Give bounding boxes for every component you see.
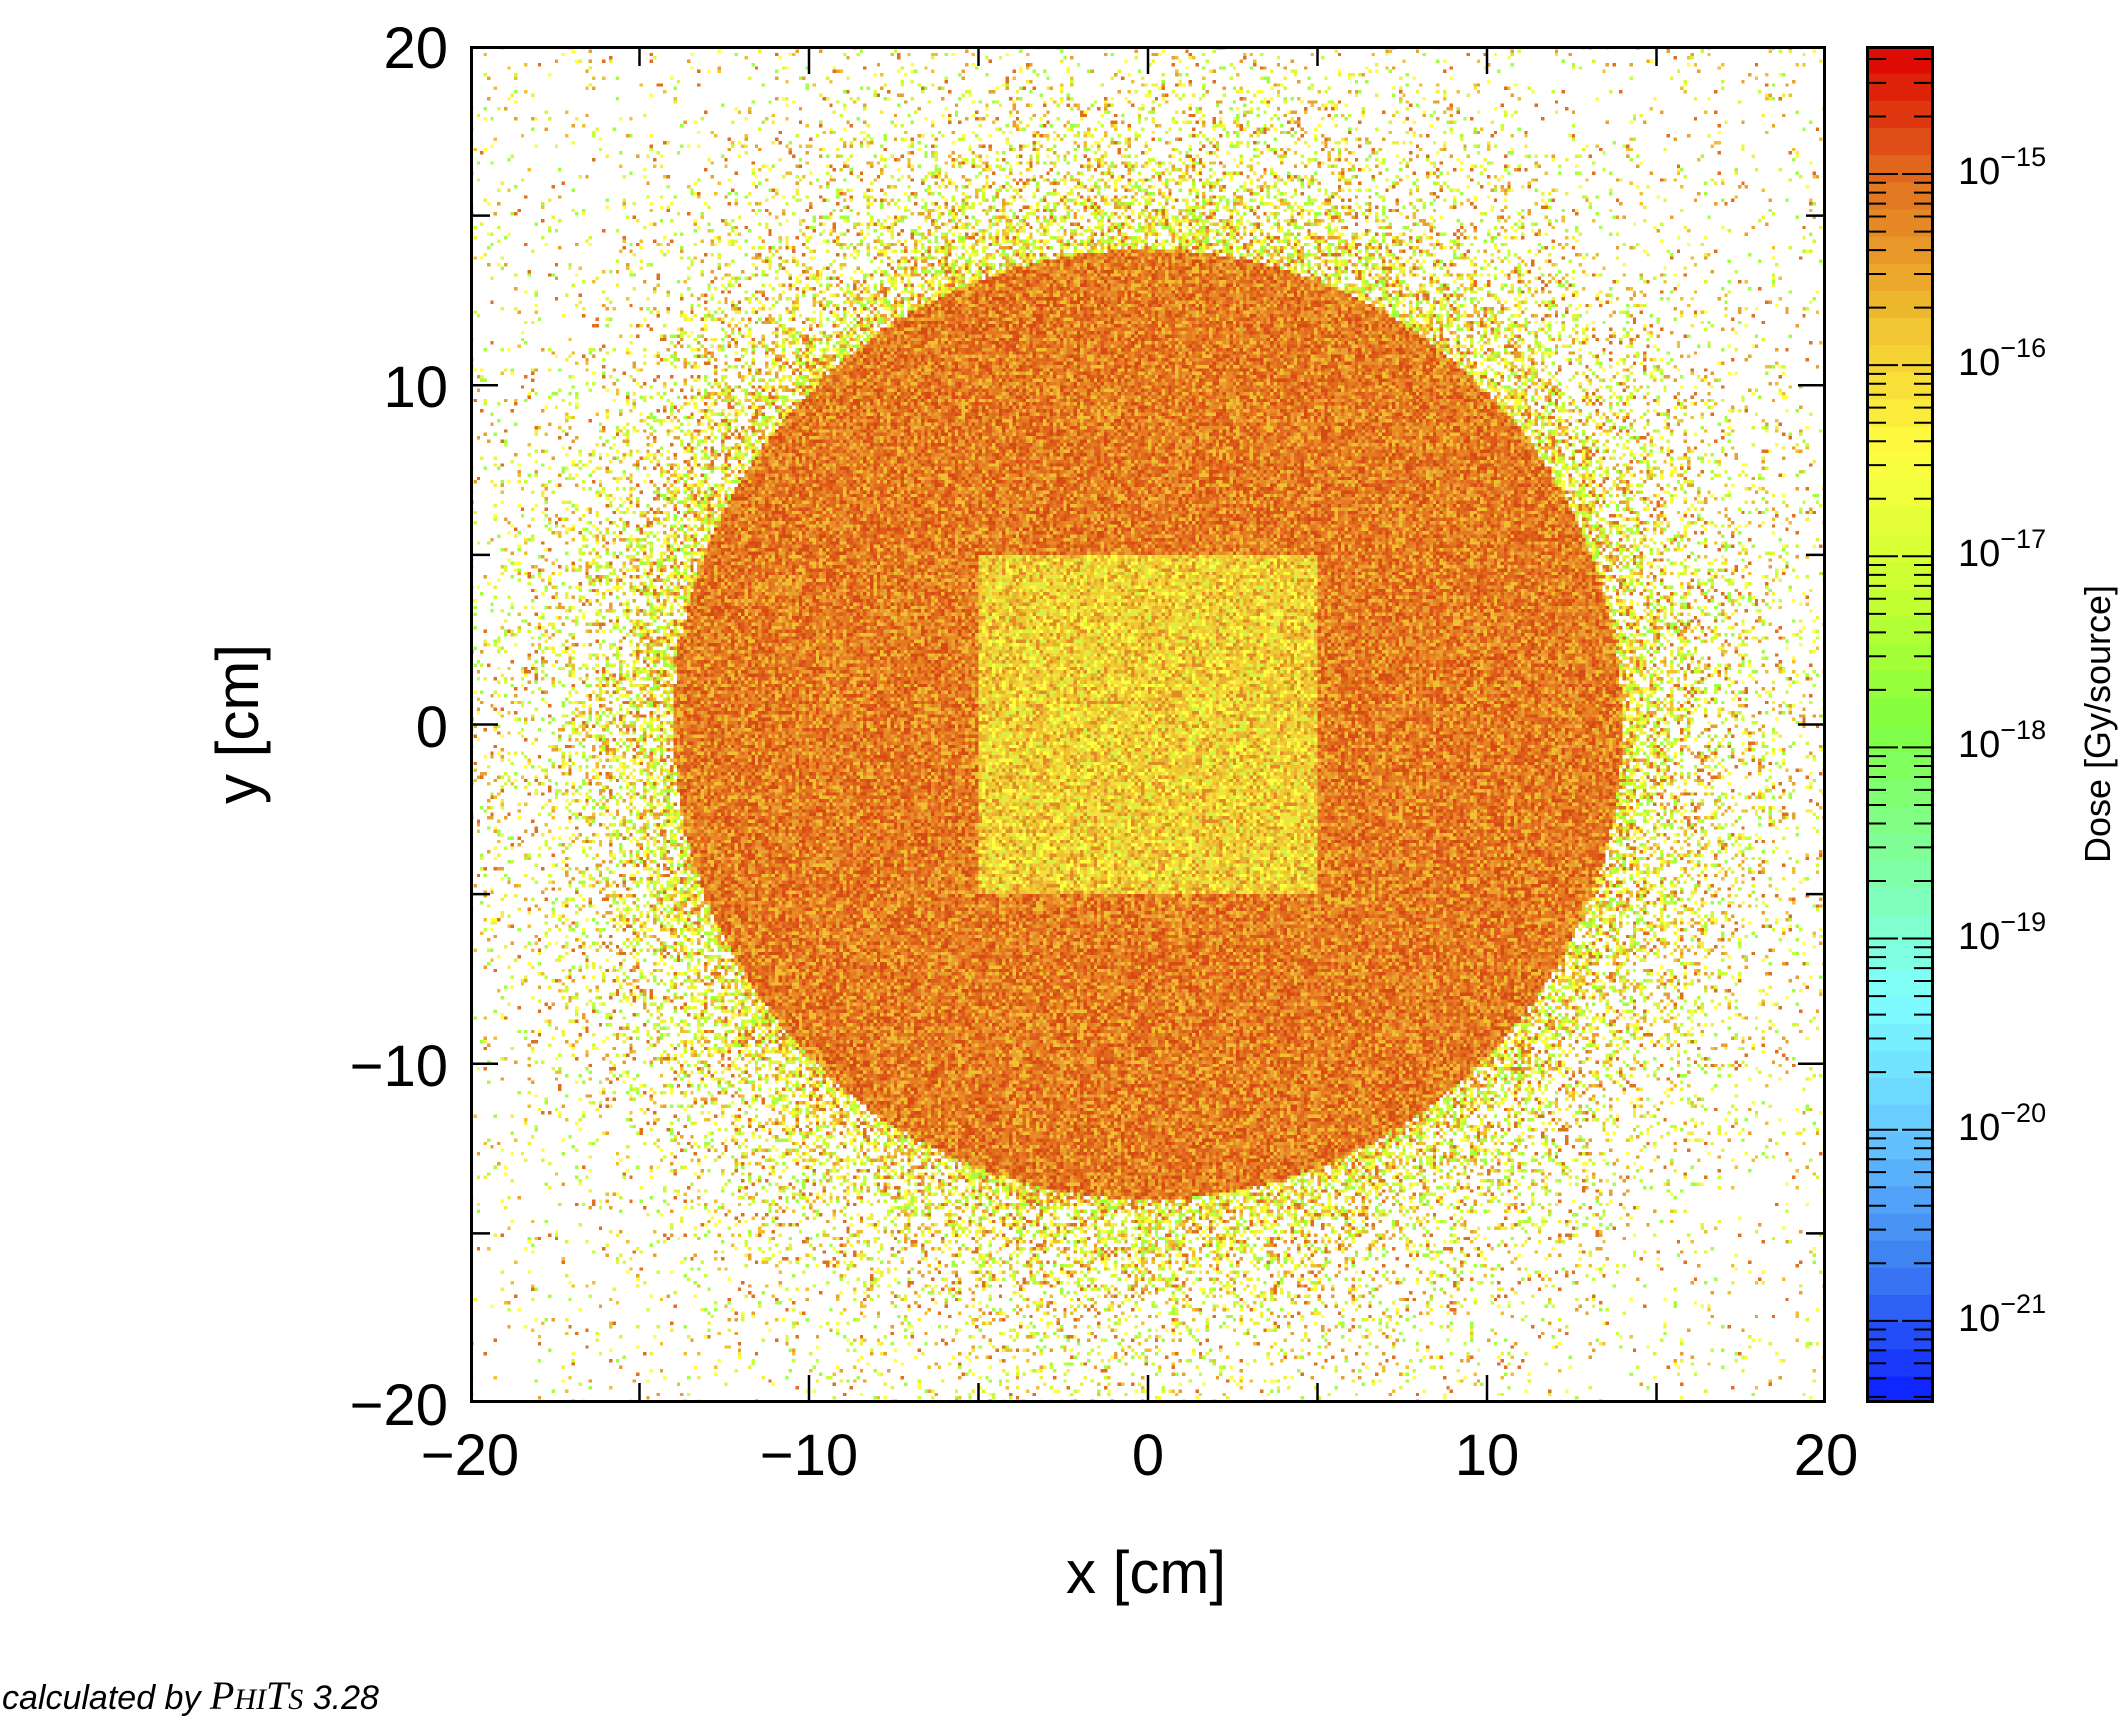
colorbar-band <box>1866 154 1934 183</box>
colorbar-band <box>1866 425 1934 454</box>
colorbar-band <box>1866 1213 1934 1241</box>
footer-credit: calculated by PHITS 3.28 <box>2 1672 379 1720</box>
colorbar-tick-label: 10−19 <box>1958 906 2047 958</box>
y-tick-label: 10 <box>383 355 448 421</box>
colorbar-band <box>1866 805 1934 834</box>
x-tick-label: 20 <box>1793 1423 1859 1488</box>
footer-prefix: calculated by <box>2 1679 201 1717</box>
colorbar-band <box>1866 1023 1934 1051</box>
colorbar-band <box>1866 453 1934 481</box>
colorbar-band <box>1866 697 1934 726</box>
colorbar-band <box>1866 317 1934 346</box>
y-tick-label: −20 <box>349 1373 448 1438</box>
colorbar-band <box>1866 1267 1934 1296</box>
colorbar-band <box>1866 1294 1934 1323</box>
colorbar-band <box>1866 100 1934 129</box>
y-tick-label: −10 <box>349 1033 448 1099</box>
plot-border <box>470 46 1826 1403</box>
phits-logo: PHITS <box>209 1673 304 1718</box>
colorbar-band <box>1866 480 1934 508</box>
x-axis-title: x [cm] <box>1066 1539 1226 1606</box>
colorbar-band <box>1866 127 1934 156</box>
y-tick-label: 20 <box>383 16 448 81</box>
colorbar-band <box>1866 1131 1934 1160</box>
colorbar-tick-label: 10−18 <box>1958 715 2047 767</box>
colorbar-band <box>1866 968 1934 997</box>
colorbar <box>1866 46 1934 1403</box>
colorbar-tick-label: 10−20 <box>1958 1097 2047 1149</box>
colorbar-band <box>1866 1050 1934 1078</box>
colorbar-band <box>1866 1185 1934 1214</box>
x-tick-label: 10 <box>1454 1423 1520 1488</box>
colorbar-band <box>1866 73 1934 101</box>
colorbar-border <box>1866 46 1934 1403</box>
colorbar-tick-label: 10−16 <box>1958 333 2047 385</box>
colorbar-band <box>1866 941 1934 970</box>
x-tick-label: −20 <box>420 1423 520 1488</box>
y-tick-label: 0 <box>415 694 448 760</box>
colorbar-band <box>1866 778 1934 807</box>
colorbar-tick-label: 10−21 <box>1958 1288 2047 1340</box>
colorbar-band <box>1866 1321 1934 1350</box>
colorbar-band <box>1866 860 1934 888</box>
colorbar-band <box>1866 507 1934 536</box>
colorbar-tick-label: 10−17 <box>1958 524 2047 576</box>
colorbar-band <box>1866 1077 1934 1106</box>
colorbar-band <box>1866 263 1934 291</box>
footer-version: 3.28 <box>312 1679 379 1717</box>
x-tick-label: −10 <box>759 1423 859 1488</box>
dose-heatmap <box>470 46 1826 1403</box>
colorbar-band <box>1866 887 1934 916</box>
y-axis-title: y [cm] <box>204 644 271 804</box>
colorbar-band <box>1866 588 1934 617</box>
colorbar-band <box>1866 290 1934 318</box>
colorbar-band <box>1866 670 1934 698</box>
colorbar-tick-label: 10−15 <box>1958 142 2047 194</box>
plot-area <box>470 46 1826 1403</box>
colorbar-title: Dose [Gy/source] <box>2077 584 2119 864</box>
colorbar-band <box>1866 1104 1934 1133</box>
colorbar-band <box>1866 181 1934 210</box>
plot-frame <box>470 46 1826 1403</box>
colorbar-band <box>1866 995 1934 1024</box>
colorbar-band <box>1866 344 1934 373</box>
x-tick-label: 0 <box>1131 1423 1165 1488</box>
colorbar-band <box>1866 615 1934 644</box>
colorbar-band <box>1866 1375 1934 1403</box>
colorbar-band <box>1866 534 1934 563</box>
